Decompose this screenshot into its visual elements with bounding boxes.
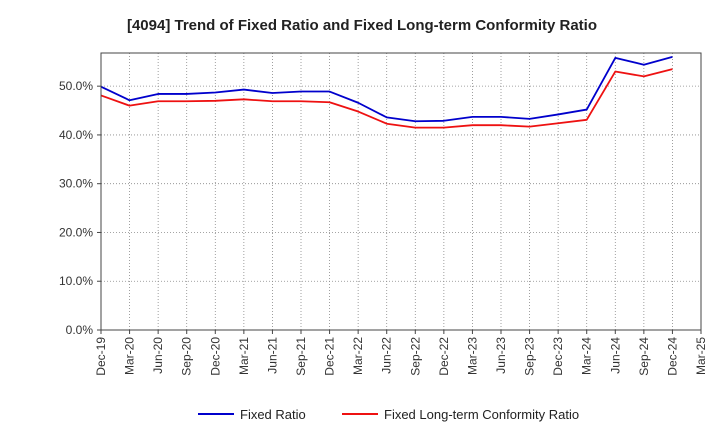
y-tick-label: 40.0% [59,128,93,142]
x-tick-label: Jun-22 [380,337,394,374]
x-tick-label: Mar-25 [694,337,708,375]
x-tick-label: Dec-24 [665,337,679,376]
chart-title: [4094] Trend of Fixed Ratio and Fixed Lo… [127,17,597,34]
series-line-2 [100,68,673,129]
x-tick-label: Jun-21 [265,337,279,374]
legend: Fixed Ratio Fixed Long-term Conformity Ra… [198,407,579,422]
x-tick-label: Mar-23 [465,337,479,375]
plot-frame [100,52,702,331]
x-tick-label: Jun-23 [494,337,508,374]
y-axis: 0.0% 10.0% 20.0% 30.0% 40.0% 50.0% [59,79,101,337]
x-tick-label: Mar-20 [123,337,137,375]
x-tick-label: Dec-22 [437,337,451,376]
series-group [100,56,673,129]
x-tick-label: Sep-21 [294,337,308,376]
x-tick-label: Mar-22 [351,337,365,375]
y-tick-label: 0.0% [66,323,94,337]
x-tick-label: Dec-20 [208,337,222,376]
x-tick-label: Jun-24 [608,337,622,374]
x-tick-label: Sep-23 [523,337,537,376]
x-axis: Dec-19 Mar-20 Jun-20 Sep-20 Dec-20 Mar-21 Jun-… [94,330,708,376]
grid-lines [101,53,701,330]
x-tick-label: Sep-20 [180,337,194,376]
y-tick-label: 50.0% [59,79,93,93]
x-tick-label: Jun-20 [151,337,165,374]
y-tick-label: 10.0% [59,274,93,288]
x-tick-label: Mar-24 [580,337,594,375]
legend-label-1: Fixed Ratio [240,407,306,422]
x-tick-label: Dec-23 [551,337,565,376]
y-tick-label: 30.0% [59,177,93,191]
y-tick-label: 20.0% [59,225,93,239]
x-tick-label: Sep-24 [637,337,651,376]
x-tick-label: Mar-21 [237,337,251,375]
x-tick-label: Dec-19 [94,337,108,376]
legend-label-2: Fixed Long-term Conformity Ratio [384,407,579,422]
x-tick-label: Dec-21 [323,337,337,376]
plot-area [101,53,701,330]
x-tick-label: Sep-22 [408,337,422,376]
series-line-1 [100,56,673,123]
